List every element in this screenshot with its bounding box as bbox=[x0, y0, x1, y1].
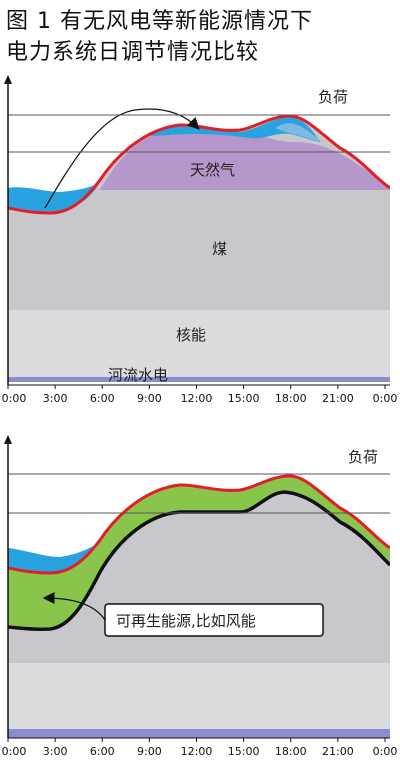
net-load-curve bbox=[8, 490, 390, 631]
chart-with-renewables: 负荷 可再生能源,比如风能 0:00 3:00 6:00 9:00 12:00 15:00… bbox=[2, 430, 398, 758]
x-tick-label: 6:00 bbox=[90, 745, 115, 758]
nuclear-area bbox=[8, 310, 390, 377]
x-tick-label: 18:00 bbox=[275, 392, 307, 405]
peak-light-blue-area bbox=[275, 123, 322, 142]
coal-top-shape bbox=[8, 190, 390, 310]
y-axis-arrow bbox=[4, 75, 12, 84]
x-tick-label: 15:00 bbox=[228, 745, 260, 758]
label-hydro: 河流水电 bbox=[108, 366, 168, 384]
x-tick-group: 0:00 3:00 6:00 9:00 12:00 15:00 18:00 21:00 0:00 bbox=[2, 385, 398, 405]
x-tick-label: 12:00 bbox=[181, 392, 213, 405]
x-tick-label: 12:00 bbox=[181, 745, 213, 758]
x-tick-label: 18:00 bbox=[275, 745, 307, 758]
title-line-1: 图 1 有无风电等新能源情况下 bbox=[6, 9, 313, 34]
x-tick-label: 0:00 bbox=[373, 392, 398, 405]
label-load: 负荷 bbox=[318, 88, 348, 106]
above-load-fill bbox=[8, 430, 390, 573]
peak-blue-area bbox=[150, 116, 320, 142]
x-tick-label: 0:00 bbox=[2, 745, 27, 758]
figure-title: 图 1 有无风电等新能源情况下 电力系统日调节情况比较 bbox=[6, 6, 396, 68]
renewable-callout-box bbox=[104, 603, 324, 637]
x-tick-label: 6:00 bbox=[90, 392, 115, 405]
x-tick-label: 21:00 bbox=[322, 392, 354, 405]
label-gas: 天然气 bbox=[190, 161, 235, 179]
x-tick-label: 9:00 bbox=[137, 745, 162, 758]
x-tick-label: 3:00 bbox=[43, 745, 68, 758]
title-line-2: 电力系统日调节情况比较 bbox=[6, 40, 260, 65]
x-tick-label: 9:00 bbox=[137, 392, 162, 405]
label-renewable: 可再生能源,比如风能 bbox=[116, 612, 256, 630]
wind-area bbox=[8, 476, 390, 628]
y-axis-arrow bbox=[4, 435, 12, 444]
nuclear-area bbox=[8, 663, 390, 729]
x-tick-label: 21:00 bbox=[322, 745, 354, 758]
label-nuclear: 核能 bbox=[176, 326, 206, 344]
x-tick-label: 15:00 bbox=[228, 392, 260, 405]
hydro-area bbox=[8, 729, 390, 738]
x-tick-group: 0:00 3:00 6:00 9:00 12:00 15:00 18:00 21:00 0:00 bbox=[2, 738, 398, 758]
x-tick-label: 0:00 bbox=[2, 392, 27, 405]
x-tick-label: 0:00 bbox=[373, 745, 398, 758]
chart-without-renewables: 负荷 天然气 煤 核能 河流水电 0:00 3:00 6:00 9:00 12:00 15… bbox=[2, 70, 398, 405]
x-tick-label: 3:00 bbox=[43, 392, 68, 405]
hydro-area bbox=[8, 377, 390, 382]
demand-arrow bbox=[44, 108, 200, 209]
label-load: 负荷 bbox=[348, 448, 378, 466]
label-coal: 煤 bbox=[212, 240, 227, 258]
above-load-fill bbox=[8, 70, 390, 213]
renewable-callout-arrow bbox=[42, 592, 106, 621]
load-curve bbox=[8, 474, 390, 575]
gas-area bbox=[100, 130, 390, 190]
